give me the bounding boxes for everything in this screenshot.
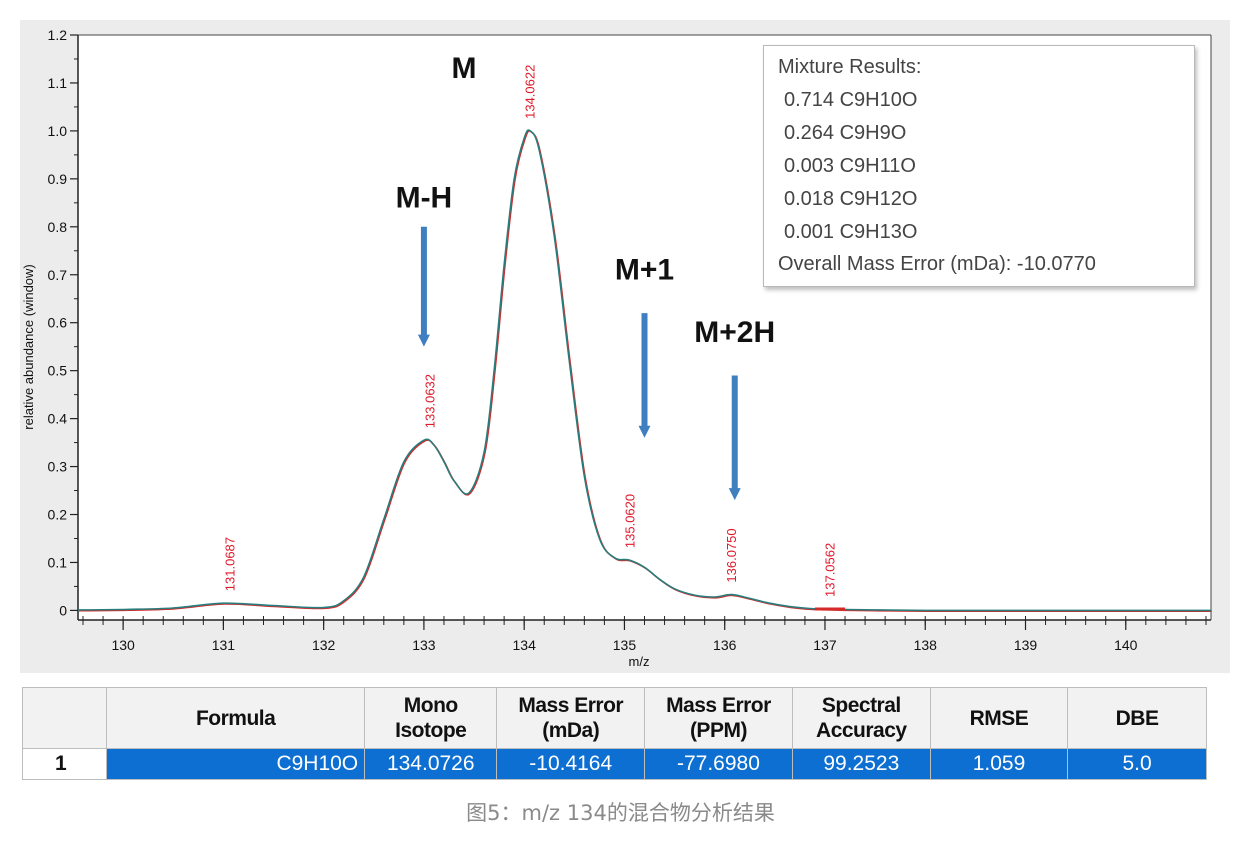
header-mono-isotope[interactable]: Mono Isotope [364, 687, 498, 749]
x-tick-label: 133 [412, 637, 436, 653]
y-tick-label: 0 [59, 602, 67, 618]
y-tick-label: 0.8 [48, 219, 68, 235]
x-tick-label: 139 [1014, 637, 1038, 653]
y-tick-label: 0.7 [48, 267, 68, 283]
peak-label: 136.0750 [724, 528, 739, 582]
header-formula[interactable]: Formula [106, 687, 366, 749]
annotation-arrow-head [638, 425, 651, 438]
y-tick-label: 0.1 [48, 554, 68, 570]
x-tick-label: 131 [212, 637, 236, 653]
cell-mono-isotope[interactable]: 134.0726 [364, 748, 498, 780]
annotation-label: M+1 [615, 254, 674, 287]
annotation-label: M+2H [694, 316, 775, 349]
header-dbe[interactable]: DBE [1067, 687, 1207, 749]
cell-formula[interactable]: C9H10O [106, 748, 366, 780]
y-tick-label: 0.6 [48, 315, 68, 331]
cell-mass-error-mda[interactable]: -10.4164 [496, 748, 646, 780]
header-label: Mass Error [666, 694, 771, 717]
annotation-label: M-H [396, 182, 453, 215]
x-axis-title: m/z [629, 654, 650, 669]
axes-group: 130 131 132 133 134 135 136 137 138 139 140 0 0.1 0.2… [48, 27, 1212, 653]
x-tick-label: 140 [1114, 637, 1138, 653]
cell-dbe[interactable]: 5.0 [1067, 748, 1207, 780]
annotation-arrow-head [728, 488, 741, 501]
x-tick-label: 134 [513, 637, 537, 653]
x-tick-label: 137 [813, 637, 837, 653]
x-tick-label: 138 [914, 637, 938, 653]
y-tick-label: 0.4 [48, 411, 68, 427]
x-tick-label: 130 [111, 637, 135, 653]
x-tick-label: 136 [713, 637, 737, 653]
y-tick-label: 1.1 [48, 75, 68, 91]
measured-spectrum-line [77, 129, 1211, 612]
header-label: (mDa) [542, 719, 600, 742]
y-tick-label: 0.9 [48, 171, 68, 187]
table-row[interactable]: 1 C9H10O 134.0726 -10.4164 -77.6980 99.2… [21, 748, 1207, 780]
header-mass-error-ppm[interactable]: Mass Error (PPM) [644, 687, 793, 749]
header-mass-error-mda[interactable]: Mass Error (mDa) [496, 687, 646, 749]
cell-rmse[interactable]: 1.059 [929, 748, 1069, 780]
annotations-group: M M-H M+1 M+2H [396, 52, 775, 501]
peak-labels-group: 131.0687 133.0632 134.0622 135.0620 136.0750… [222, 65, 837, 597]
legend-item-1: 0.714 C9H10O [784, 89, 918, 111]
header-label: Mono [403, 694, 458, 717]
y-tick-label: 1.0 [48, 123, 68, 139]
annotation-label: M [452, 52, 477, 85]
results-table: Formula Mono Isotope Mass Error (mDa) Mass… [21, 687, 1207, 780]
legend-title: Mixture Results: [778, 56, 922, 78]
legend-item-3: 0.003 C9H11O [784, 155, 916, 177]
peak-label: 135.0620 [623, 494, 638, 548]
header-label: (PPM) [689, 719, 748, 742]
cell-mass-error-ppm[interactable]: -77.6980 [644, 748, 793, 780]
table-header-row: Formula Mono Isotope Mass Error (mDa) Mass… [21, 687, 1207, 749]
legend-item-4: 0.018 C9H12O [784, 188, 918, 210]
annotation-arrow-head [417, 334, 430, 347]
y-tick-label: 0.2 [48, 507, 68, 523]
overall-mass-error: Overall Mass Error (mDa): -10.0770 [778, 253, 1096, 275]
header-index [21, 687, 108, 749]
header-spectral-accuracy[interactable]: Spectral Accuracy [791, 687, 931, 749]
figure-caption: 图5：m/z 134的混合物分析结果 [466, 801, 775, 825]
legend-item-5: 0.001 C9H13O [784, 221, 918, 243]
x-tick-label: 135 [613, 637, 637, 653]
header-label: Mass Error [518, 694, 624, 717]
row-index: 1 [21, 748, 108, 780]
legend-item-2: 0.264 C9H9O [784, 122, 907, 144]
x-tick-label: 132 [312, 637, 336, 653]
y-axis-title: relative abundance (window) [21, 264, 36, 429]
mixture-results-legend: Mixture Results: 0.714 C9H10O 0.264 C9H9… [763, 45, 1195, 287]
header-label: Isotope [395, 719, 467, 742]
y-tick-label: 1.2 [48, 27, 68, 43]
header-label: RMSE [969, 706, 1029, 730]
peak-label: 133.0632 [422, 374, 437, 428]
peak-label: 134.0622 [522, 65, 537, 119]
header-rmse[interactable]: RMSE [929, 687, 1069, 749]
header-label: Spectral [821, 694, 901, 717]
peak-label: 131.0687 [222, 537, 237, 591]
header-label: DBE [1115, 706, 1159, 730]
series-group [77, 129, 1212, 613]
y-tick-label: 0.5 [48, 363, 68, 379]
header-label: Formula [195, 706, 276, 730]
y-tick-label: 0.3 [48, 459, 68, 475]
header-label: Accuracy [816, 719, 907, 742]
peak-label: 137.0562 [823, 543, 838, 597]
cell-spectral-accuracy[interactable]: 99.2523 [791, 748, 931, 780]
